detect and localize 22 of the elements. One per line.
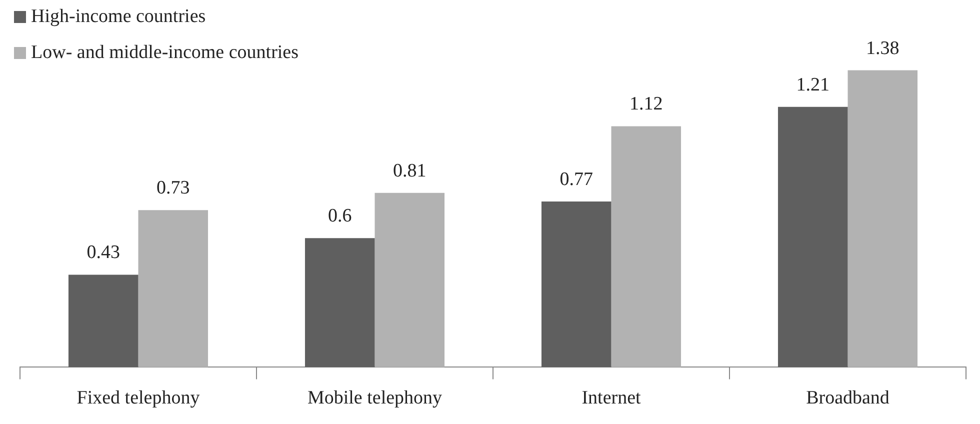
legend-label: High-income countries — [31, 6, 206, 28]
data-label: 0.81 — [393, 160, 426, 182]
bar — [138, 210, 208, 368]
bar — [374, 192, 445, 368]
x-tick-label: Mobile telephony — [307, 388, 443, 409]
bar — [304, 238, 375, 368]
data-label: 0.73 — [156, 178, 190, 199]
bar — [68, 274, 138, 368]
bar — [848, 70, 918, 368]
bar — [778, 106, 848, 368]
data-label: 1.21 — [796, 74, 830, 96]
x-tick-label: Internet — [582, 388, 642, 409]
bar — [611, 126, 682, 368]
bar — [541, 202, 612, 368]
data-label: 1.38 — [866, 38, 900, 59]
data-label: 0.43 — [86, 242, 120, 264]
x-tick-label: Broadband — [806, 388, 890, 409]
data-label: 1.12 — [630, 94, 663, 115]
legend-label: Low- and middle-income countries — [31, 42, 299, 64]
data-label: 0.6 — [328, 206, 352, 227]
x-tick-label: Fixed telephony — [76, 388, 200, 409]
data-label: 0.77 — [560, 169, 593, 190]
